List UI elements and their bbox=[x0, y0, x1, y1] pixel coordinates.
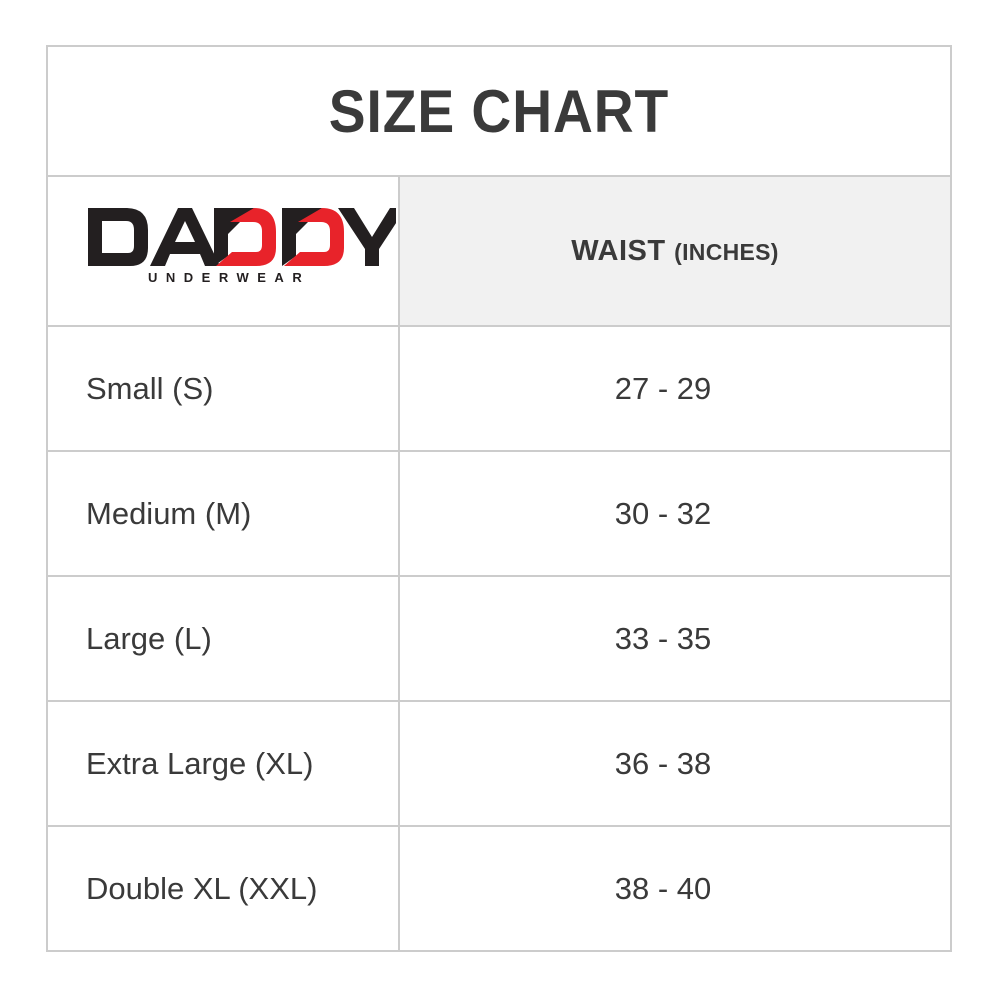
size-cell: Double XL (XXL) bbox=[48, 827, 400, 950]
waist-value: 27 - 29 bbox=[614, 370, 712, 406]
size-cell: Medium (M) bbox=[48, 452, 400, 575]
waist-value: 33 - 35 bbox=[614, 620, 712, 656]
waist-cell: 33 - 35 bbox=[400, 577, 950, 700]
waist-value: 30 - 32 bbox=[614, 495, 712, 531]
size-chart-table: SIZE CHART bbox=[46, 45, 952, 952]
table-row: Medium (M) 30 - 32 bbox=[48, 452, 950, 577]
size-label: Large (L) bbox=[86, 620, 212, 656]
brand-logo: UNDERWEAR bbox=[86, 204, 396, 299]
table-row: Small (S) 27 - 29 bbox=[48, 327, 950, 452]
size-label: Medium (M) bbox=[86, 495, 252, 531]
waist-cell: 36 - 38 bbox=[400, 702, 950, 825]
waist-value: 36 - 38 bbox=[614, 745, 712, 781]
table-row: Double XL (XXL) 38 - 40 bbox=[48, 827, 950, 950]
waist-cell: 30 - 32 bbox=[400, 452, 950, 575]
waist-cell: 27 - 29 bbox=[400, 327, 950, 450]
size-label: Small (S) bbox=[86, 370, 214, 406]
size-cell: Large (L) bbox=[48, 577, 400, 700]
daddy-wordmark-icon bbox=[88, 207, 396, 266]
waist-column-header: WAIST (INCHES) bbox=[571, 235, 779, 268]
brand-tagline: UNDERWEAR bbox=[148, 269, 311, 285]
table-title-row: SIZE CHART bbox=[48, 47, 950, 177]
waist-label: WAIST bbox=[571, 234, 666, 267]
header-cell-waist: WAIST (INCHES) bbox=[400, 177, 950, 325]
waist-value: 38 - 40 bbox=[614, 870, 712, 906]
size-label: Extra Large (XL) bbox=[86, 745, 314, 781]
header-cell-brand: UNDERWEAR bbox=[48, 177, 400, 325]
waist-unit-label: (INCHES) bbox=[674, 238, 779, 265]
size-label: Double XL (XXL) bbox=[86, 870, 318, 906]
table-header-row: UNDERWEAR WAIST (INCHES) bbox=[48, 177, 950, 327]
table-row: Extra Large (XL) 36 - 38 bbox=[48, 702, 950, 827]
waist-cell: 38 - 40 bbox=[400, 827, 950, 950]
size-cell: Small (S) bbox=[48, 327, 400, 450]
size-cell: Extra Large (XL) bbox=[48, 702, 400, 825]
page-title: SIZE CHART bbox=[328, 77, 670, 145]
table-row: Large (L) 33 - 35 bbox=[48, 577, 950, 702]
